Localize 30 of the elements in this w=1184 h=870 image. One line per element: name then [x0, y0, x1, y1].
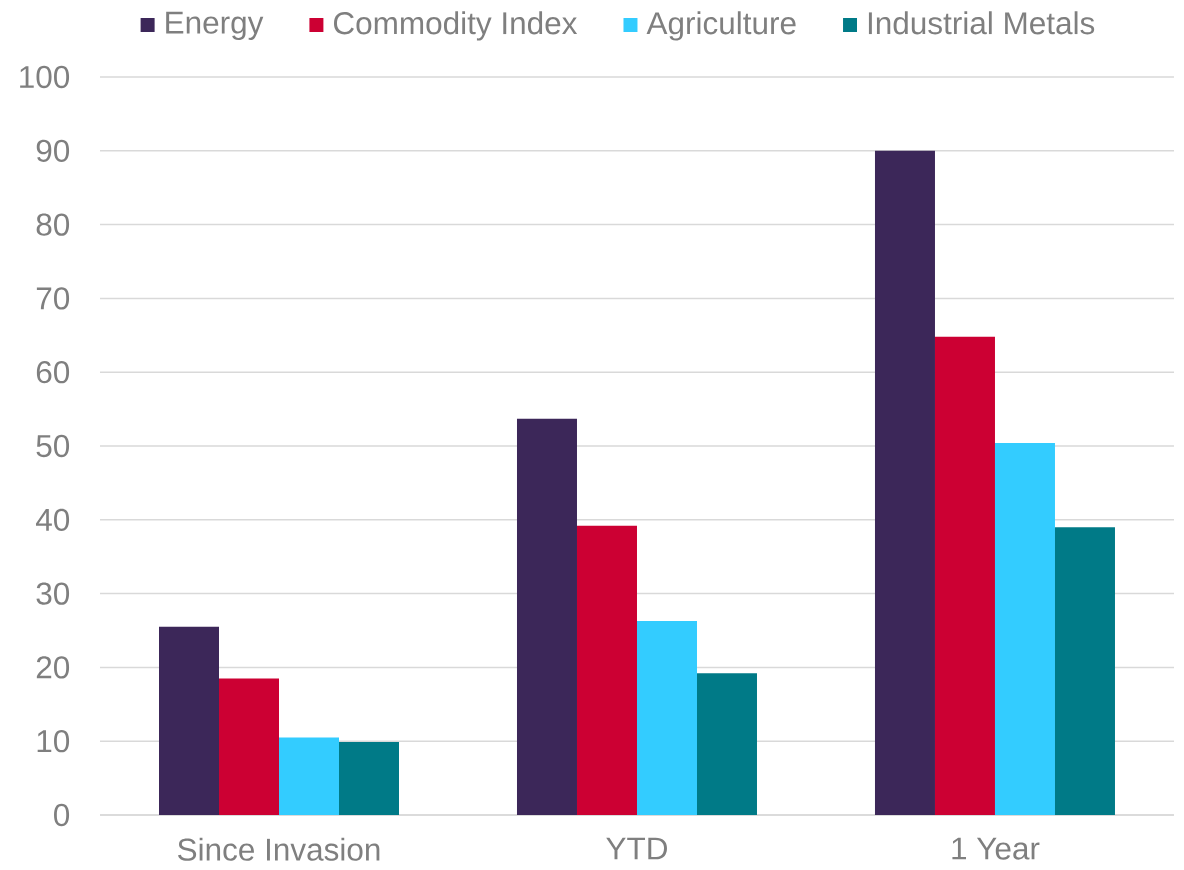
y-tick-label: 50: [36, 434, 70, 458]
y-tick-label: 20: [36, 656, 70, 679]
bar: [279, 737, 339, 815]
bar: [339, 741, 399, 815]
y-tick-label: 70: [36, 287, 70, 310]
y-tick-label: 40: [35, 508, 70, 531]
bar: [576, 525, 637, 815]
legend-label: Industrial Metals: [868, 11, 1095, 35]
y-tick-label: 90: [36, 139, 70, 162]
bar: [516, 418, 577, 815]
bar: [159, 626, 219, 815]
y-tick-label: 30: [36, 582, 70, 605]
y-tick-label: 60: [36, 361, 70, 384]
y-tick-label: 0: [54, 803, 70, 827]
bar: [874, 150, 935, 815]
y-tick-label: 80: [36, 213, 70, 236]
bar: [636, 620, 697, 815]
legend-label: Agriculture: [646, 11, 796, 41]
y-tick-label: 10: [37, 730, 70, 753]
bar: [934, 336, 995, 815]
bar: [994, 443, 1055, 815]
bar: [696, 673, 757, 815]
bar: [219, 678, 279, 815]
x-tick-label: 1 Year: [952, 837, 1040, 860]
legend-label: Energy: [166, 11, 264, 41]
y-tick-label: 100: [20, 65, 70, 89]
x-tick-label: YTD: [606, 837, 667, 860]
legend-label: Commodity Index: [333, 11, 578, 41]
bar: [1054, 527, 1115, 815]
x-tick-label: Since Invasion: [178, 837, 380, 861]
